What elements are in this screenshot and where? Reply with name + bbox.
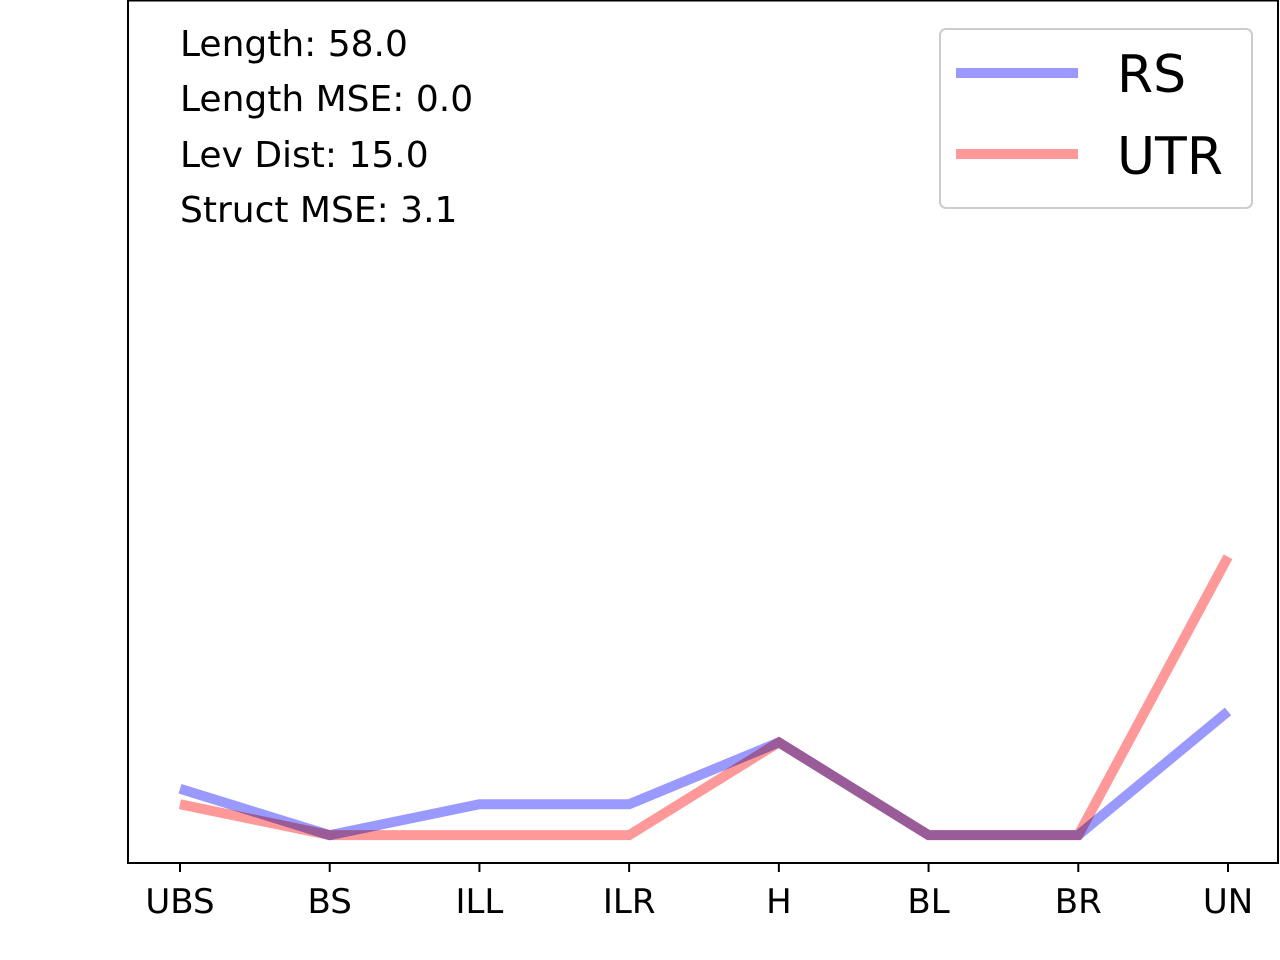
x-tick-label: BR [1055,882,1102,922]
x-tick-label: ILL [455,882,503,922]
series-line-rs [178,707,1232,841]
x-axis: UBS BS ILL ILR H BL BR UN [145,863,1253,922]
annotation-struct-mse: Struct MSE: 3.1 [180,190,457,231]
x-tick-label: UBS [145,882,214,922]
x-tick-label: BL [907,882,949,922]
annotation-box: Length: 58.0 Length MSE: 0.0 Lev Dist: 1… [180,24,473,231]
annotation-length: Length: 58.0 [180,24,408,65]
series-layer [178,554,1233,841]
legend-label-rs: RS [1117,45,1186,105]
axes-frame [127,0,1279,864]
annotation-lev-dist: Lev Dist: 15.0 [180,135,429,176]
series-line-utr [178,554,1233,841]
x-tick-label: BS [308,882,352,922]
legend-label-utr: UTR [1117,127,1223,187]
legend: RS UTR [939,28,1253,209]
x-tick-label: ILR [603,882,656,922]
x-tick-label: UN [1203,882,1253,922]
x-tick-label: H [766,882,792,922]
annotation-length-mse: Length MSE: 0.0 [180,79,473,120]
